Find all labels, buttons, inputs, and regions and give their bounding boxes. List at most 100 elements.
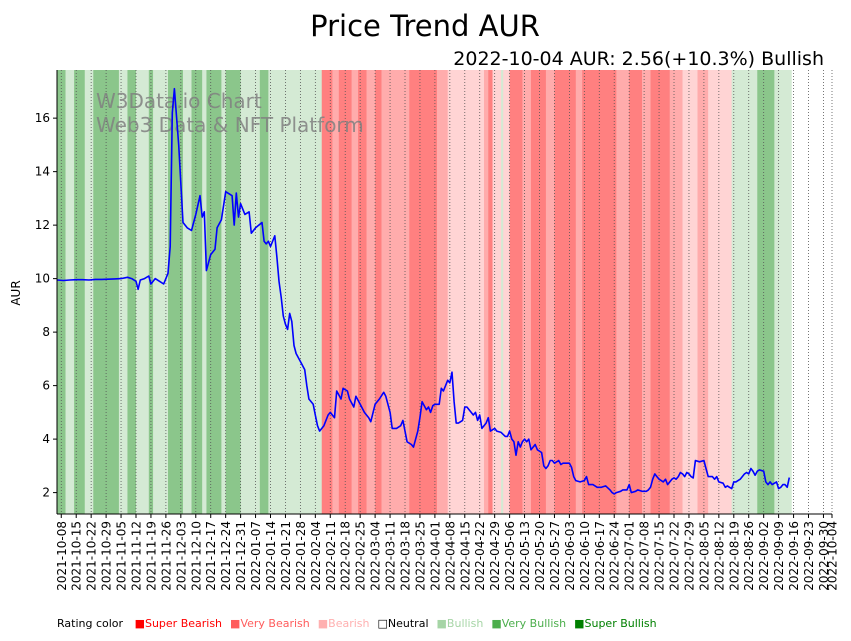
rating-band [697, 70, 709, 514]
y-tick-label: 10 [35, 272, 50, 286]
rating-band [757, 70, 775, 514]
rating-band [641, 70, 651, 514]
rating-band [492, 70, 502, 514]
y-tick-label: 4 [42, 432, 50, 446]
rating-band [582, 70, 600, 514]
rating-band [351, 70, 359, 514]
x-tick-label: 2021-10-08 [55, 521, 69, 591]
rating-band [118, 70, 128, 514]
x-tick-label: 2022-09-02 [757, 521, 771, 591]
rating-band [127, 70, 137, 514]
legend-label: Very Bearish [240, 617, 310, 630]
rating-band [259, 70, 269, 514]
x-tick-label: 2022-03-04 [369, 521, 383, 591]
rating-band [225, 70, 241, 514]
date-gridlines [60, 70, 833, 514]
x-tick-label: 2022-01-28 [294, 521, 308, 591]
y-tick-label: 12 [35, 218, 50, 232]
x-tick-label: 2021-10-15 [70, 521, 84, 591]
x-tick-label: 2022-03-18 [399, 521, 413, 591]
legend-item: ■ Super Bullish [574, 617, 657, 630]
x-tick-label: 2022-04-22 [473, 521, 487, 591]
legend-swatch: ■ [230, 617, 241, 630]
x-tick-label: 2022-09-30 [817, 521, 831, 591]
y-tick-label: 16 [35, 111, 50, 125]
legend-label: Neutral [387, 617, 429, 630]
x-tick-label: 2022-09-16 [787, 521, 801, 591]
x-tick-label: 2022-06-10 [578, 521, 592, 591]
x-tick-label: 2022-01-07 [249, 521, 263, 591]
x-tick-label: 2022-04-29 [488, 521, 502, 591]
x-tick-label: 2021-10-29 [100, 521, 114, 591]
rating-band [545, 70, 555, 514]
x-tick-label: 2022-02-25 [354, 521, 368, 591]
x-tick-label: 2022-07-01 [623, 521, 637, 591]
rating-band [629, 70, 643, 514]
rating-band [182, 70, 192, 514]
legend-label: Super Bullish [584, 617, 657, 630]
rating-band [409, 70, 438, 514]
rating-band [247, 70, 261, 514]
rating-band [488, 70, 493, 514]
x-tick-label: 2021-11-05 [115, 521, 129, 591]
rating-band [321, 70, 333, 514]
x-tick-label: 2022-10-04 [826, 521, 840, 591]
x-tick-label: 2022-01-21 [279, 521, 293, 591]
legend-label: Very Bullish [501, 617, 567, 630]
x-tick-label: 2022-07-08 [638, 521, 652, 591]
legend-items: ■ Super Bearish ■ Very Bearish ■ Bearish □ … [127, 617, 657, 630]
rating-band [650, 70, 671, 514]
x-tick-label: 2022-09-09 [772, 521, 786, 591]
chart-title: Price Trend AUR [310, 9, 540, 43]
rating-band [268, 70, 323, 514]
rating-band [221, 70, 226, 514]
x-tick-label: 2021-12-31 [234, 521, 248, 591]
x-tick-label: 2022-06-24 [608, 521, 622, 591]
legend-label: Bullish [446, 617, 484, 630]
x-tick-label: 2022-08-26 [742, 521, 756, 591]
x-tick-label: 2021-12-03 [174, 521, 188, 591]
x-tick-label: 2022-05-20 [533, 521, 547, 591]
rating-band [153, 70, 169, 514]
x-tick-label: 2022-09-23 [802, 521, 816, 591]
rating-band [575, 70, 583, 514]
legend-swatch: ■ [436, 617, 447, 630]
legend-item: ■ Bearish [318, 617, 370, 630]
x-tick-label: 2022-08-05 [697, 521, 711, 591]
rating-band [708, 70, 732, 514]
rating-band [554, 70, 577, 514]
x-tick-label: 2022-04-01 [428, 521, 442, 591]
rating-band [437, 70, 449, 514]
rating-band [202, 70, 207, 514]
rating-band [616, 70, 630, 514]
axes [56, 70, 832, 515]
price-line [56, 87, 791, 495]
watermark-line-1: W3Data.io Chart [96, 89, 262, 113]
x-tick-label: 2021-12-17 [204, 521, 218, 591]
rating-band [483, 70, 489, 514]
rating-band [509, 70, 523, 514]
rating-band [206, 70, 222, 514]
rating-band [682, 70, 698, 514]
rating-band [501, 70, 504, 514]
y-tick-label: 2 [42, 486, 50, 500]
legend-item: ■ Very Bullish [491, 617, 566, 630]
y-tick-label: 8 [42, 325, 50, 339]
rating-band [375, 70, 382, 514]
y-tick-label: 14 [35, 165, 50, 179]
x-tick-label: 2022-07-22 [668, 521, 682, 591]
x-tick-label: 2022-01-14 [264, 521, 278, 591]
rating-band [366, 70, 376, 514]
rating-band [447, 70, 485, 514]
rating-band [332, 70, 340, 514]
rating-band [731, 70, 758, 514]
rating-band [65, 70, 75, 514]
x-tick-label: 2022-05-06 [503, 521, 517, 591]
rating-band [669, 70, 683, 514]
legend-title: Rating color [57, 617, 124, 630]
rating-band [522, 70, 532, 514]
x-tick-label: 2022-08-12 [712, 521, 726, 591]
x-tick-label: 2022-03-25 [413, 521, 427, 591]
x-tick-label: 2022-04-15 [458, 521, 472, 591]
